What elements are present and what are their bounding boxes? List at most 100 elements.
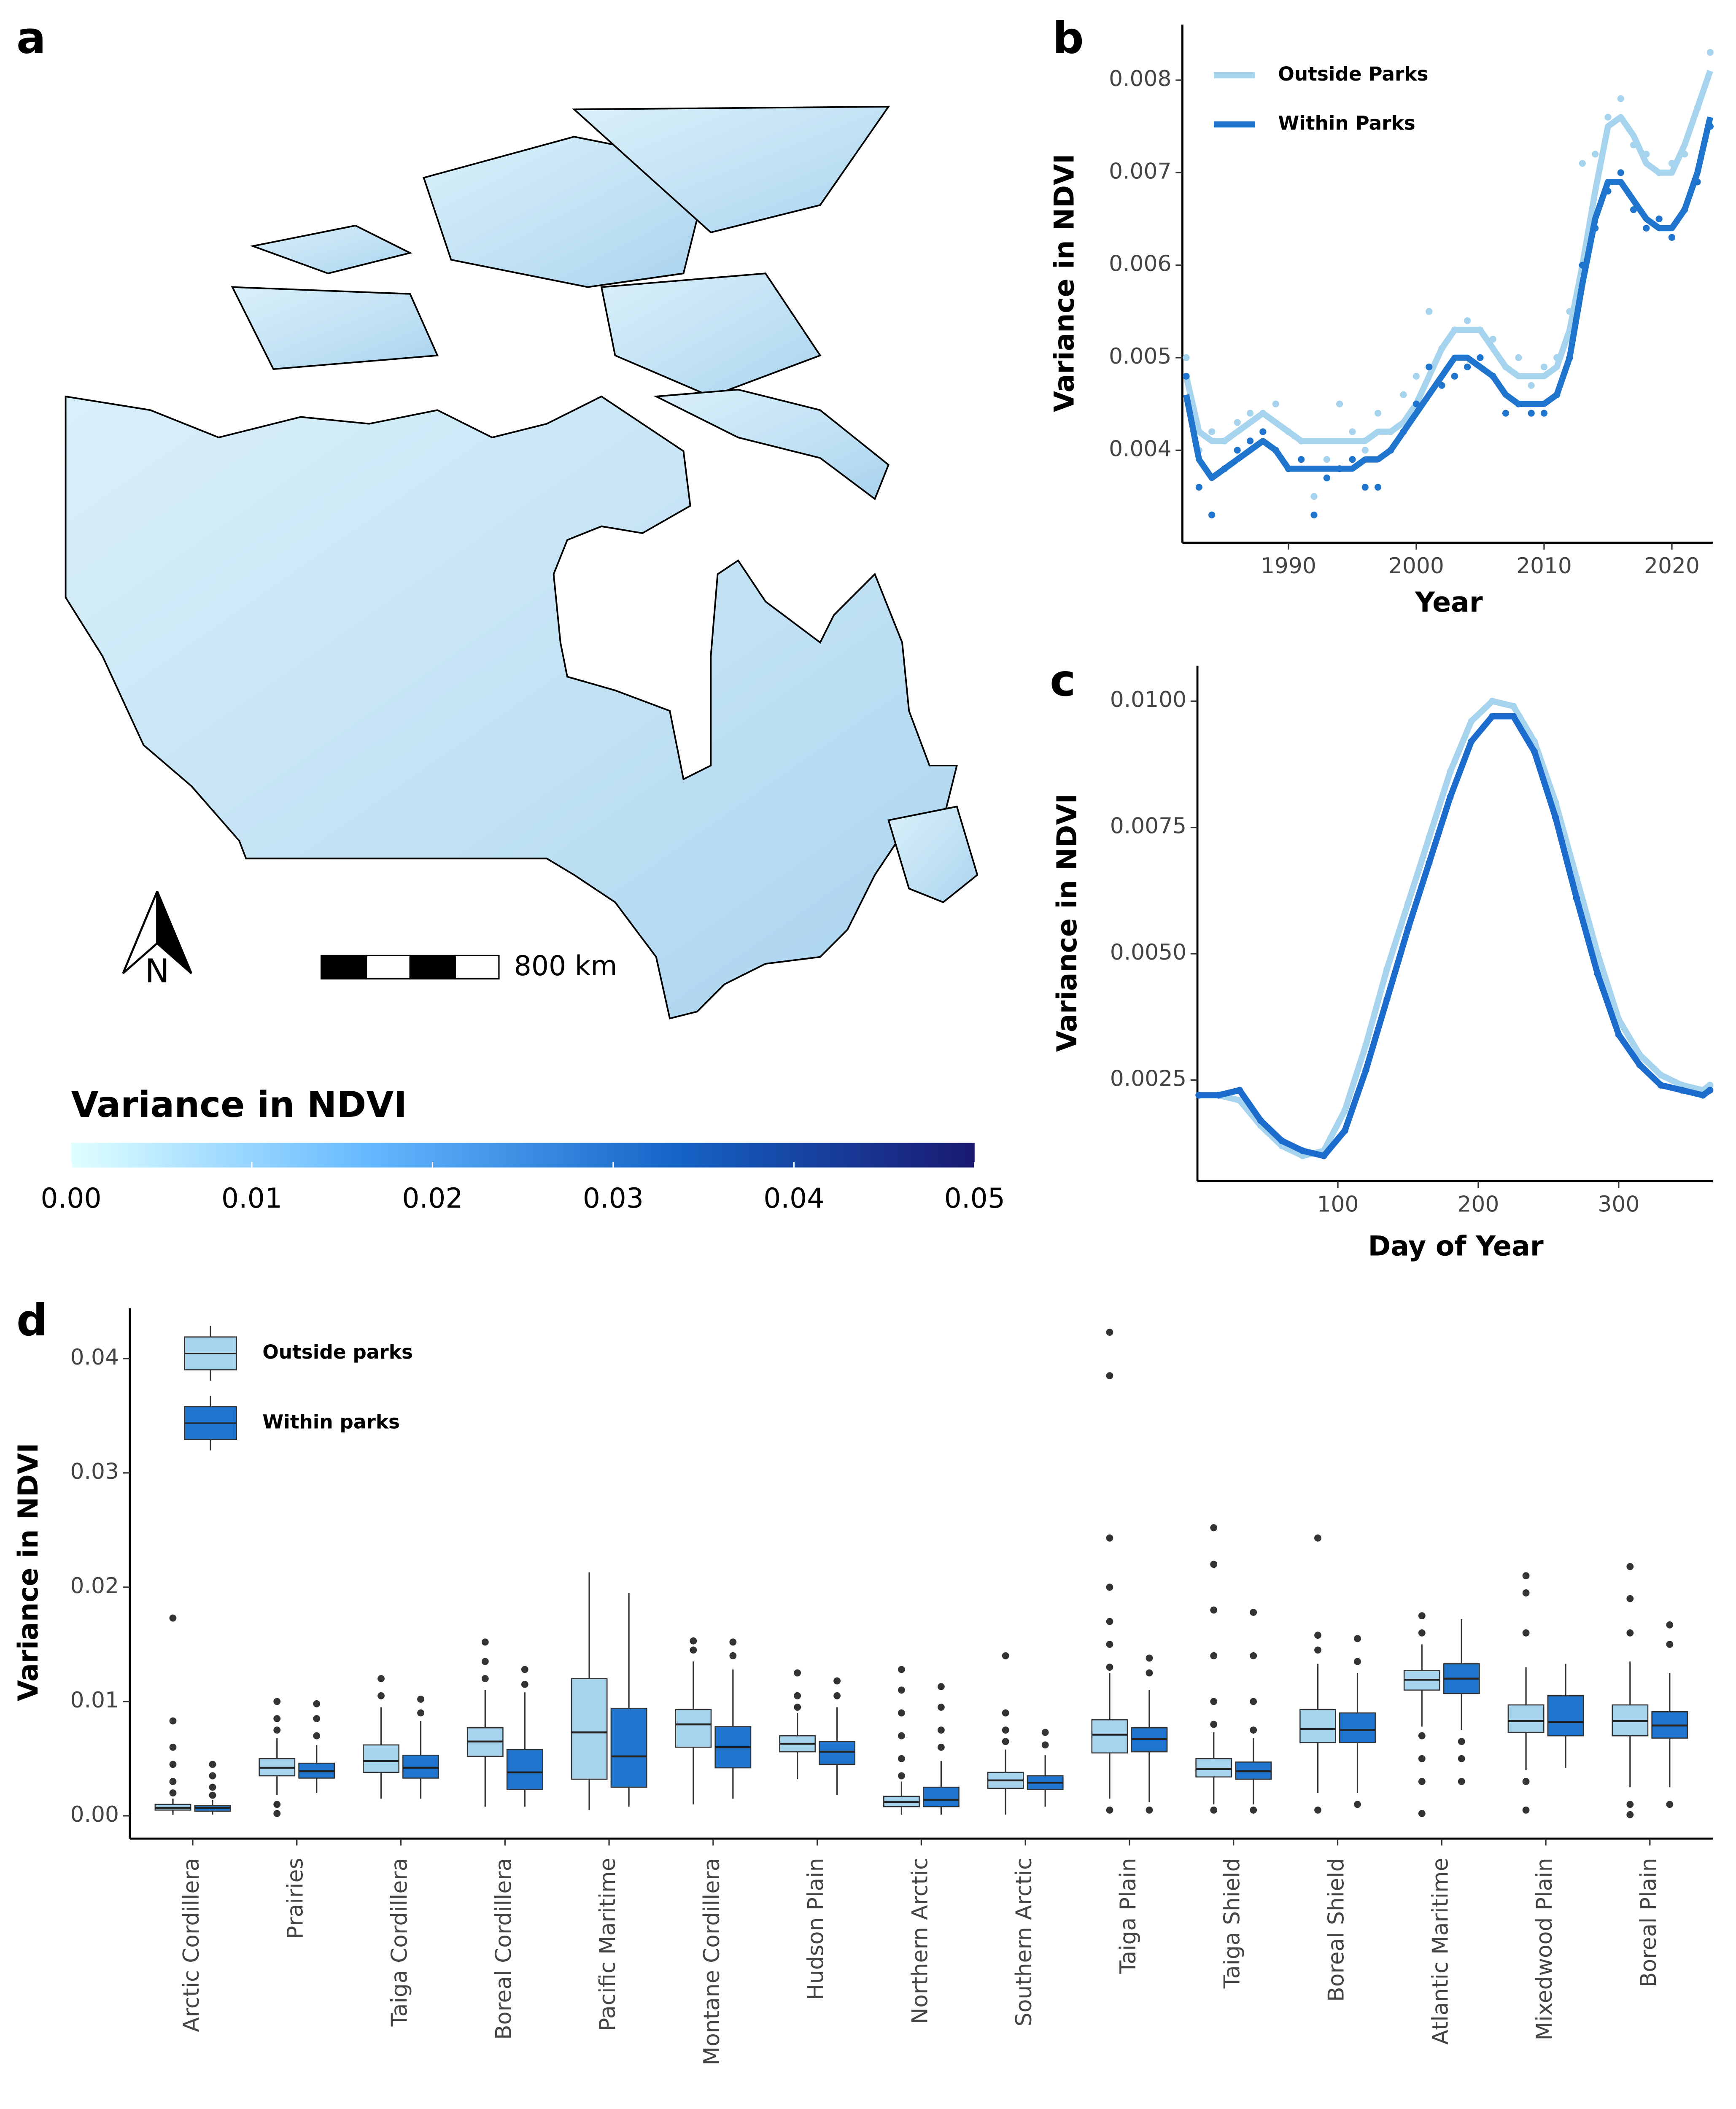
fit-line xyxy=(1199,698,1712,1159)
data-point xyxy=(1579,160,1586,167)
data-point xyxy=(1426,308,1433,315)
outlier xyxy=(417,1709,424,1717)
outlier xyxy=(169,1717,177,1725)
outlier xyxy=(794,1692,801,1699)
outlier xyxy=(1626,1801,1634,1808)
outlier xyxy=(521,1666,528,1673)
data-point xyxy=(1349,456,1356,463)
outlier xyxy=(209,1761,216,1768)
data-point xyxy=(1208,428,1216,435)
outlier xyxy=(169,1789,177,1797)
outlier xyxy=(481,1638,489,1646)
outlier xyxy=(1002,1726,1009,1734)
x-tick-label: 1990 xyxy=(1261,553,1316,579)
y-axis-title: Variance in NDVI xyxy=(1049,154,1080,412)
outlier xyxy=(1458,1755,1465,1762)
outlier xyxy=(1418,1732,1426,1740)
outlier xyxy=(273,1726,281,1734)
box xyxy=(1195,1758,1232,1778)
data-point xyxy=(1528,382,1535,389)
data-point xyxy=(1592,151,1599,158)
data-point xyxy=(1361,483,1369,491)
outlier xyxy=(1314,1806,1321,1814)
outlier xyxy=(1522,1589,1530,1597)
box xyxy=(922,1786,960,1807)
box xyxy=(1299,1709,1336,1743)
x-tick-label: Arctic Cordillera xyxy=(179,1858,204,2032)
outlier xyxy=(1314,1646,1321,1654)
island xyxy=(887,805,979,903)
x-tick-label: 2010 xyxy=(1516,553,1572,579)
data-point xyxy=(1259,428,1267,435)
outlier xyxy=(1106,1372,1113,1379)
outlier xyxy=(1002,1709,1009,1717)
north-arrow xyxy=(156,891,192,974)
outlier xyxy=(169,1614,177,1622)
x-tick-label: 2000 xyxy=(1388,553,1444,579)
panel-label: c xyxy=(1050,655,1076,706)
outlier xyxy=(833,1677,841,1685)
x-tick-label: Northern Arctic xyxy=(907,1858,933,2024)
legend-title: Variance in NDVI xyxy=(71,1084,407,1125)
outlier xyxy=(313,1700,321,1707)
outlier xyxy=(1626,1563,1634,1570)
outlier xyxy=(937,1743,945,1751)
box xyxy=(402,1754,439,1779)
y-tick-label: 0.01 xyxy=(70,1688,119,1713)
outlier xyxy=(1666,1621,1674,1629)
y-tick-label: 0.004 xyxy=(1109,436,1171,461)
outlier xyxy=(209,1783,216,1791)
x-tick-label: Hudson Plain xyxy=(803,1858,829,2000)
x-tick-label: Mixedwood Plain xyxy=(1532,1858,1557,2040)
outlier xyxy=(273,1810,281,1817)
data-point xyxy=(1234,419,1241,426)
outlier xyxy=(1106,1664,1113,1671)
box xyxy=(819,1741,856,1765)
x-tick-label: Pacific Maritime xyxy=(595,1858,620,2031)
legend-label: Outside parks xyxy=(262,1341,413,1363)
data-point xyxy=(1515,354,1522,361)
outlier xyxy=(481,1675,489,1683)
outlier xyxy=(1418,1755,1426,1762)
outlier xyxy=(1106,1618,1113,1625)
y-tick-label: 0.005 xyxy=(1109,344,1171,369)
panel-label: d xyxy=(16,1295,48,1346)
data-point xyxy=(1246,410,1254,417)
outlier xyxy=(1210,1606,1218,1614)
outlier xyxy=(1522,1572,1530,1580)
outlier xyxy=(1418,1778,1426,1785)
outlier xyxy=(1418,1810,1426,1817)
x-tick-label: 100 xyxy=(1317,1192,1359,1217)
outlier xyxy=(1106,1806,1113,1814)
data-point xyxy=(1349,428,1356,435)
outlier xyxy=(937,1704,945,1711)
outlier xyxy=(377,1675,385,1683)
data-point xyxy=(1502,410,1510,417)
data-point xyxy=(1323,456,1330,463)
outlier xyxy=(1354,1801,1361,1808)
outlier xyxy=(1210,1524,1218,1532)
outlier xyxy=(1210,1698,1218,1705)
outlier xyxy=(1106,1640,1113,1648)
panel-label: b xyxy=(1053,13,1084,64)
data-point xyxy=(1374,483,1382,491)
outlier xyxy=(313,1732,321,1740)
island xyxy=(231,286,439,370)
island xyxy=(653,388,890,501)
y-tick-label: 0.007 xyxy=(1109,159,1171,184)
data-point xyxy=(1246,437,1254,445)
scale-bar xyxy=(454,955,500,980)
island xyxy=(572,105,890,234)
map: N 800 km xyxy=(65,105,979,1019)
outlier xyxy=(794,1704,801,1711)
y-tick-label: 0.0025 xyxy=(1110,1066,1186,1092)
outlier xyxy=(1146,1806,1153,1814)
colorbar-tick-label: 0.05 xyxy=(944,1183,1005,1214)
data-point xyxy=(1464,317,1471,324)
outlier xyxy=(169,1743,177,1751)
outlier xyxy=(1522,1778,1530,1785)
outlier xyxy=(1314,1534,1321,1542)
data-point xyxy=(1183,354,1190,361)
x-axis-title: Year xyxy=(1415,587,1483,618)
outlier xyxy=(1314,1632,1321,1639)
